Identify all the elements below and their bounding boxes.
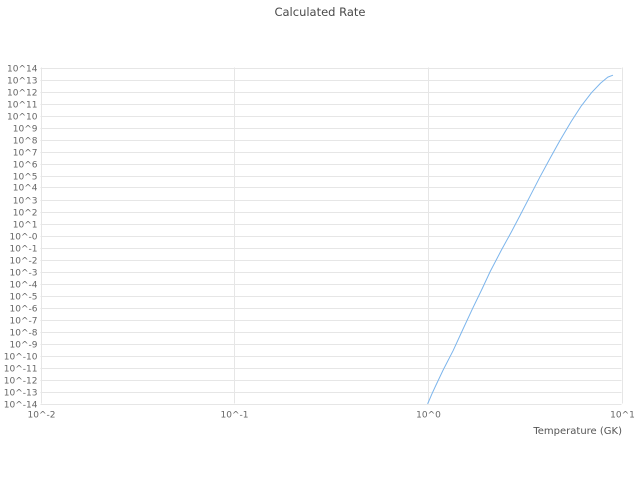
y-tick-label: 10^3 [13,197,38,207]
y-tick-label: 10^4 [13,184,38,194]
y-tick-label: 10^7 [13,149,38,159]
rate-curve [427,74,614,404]
y-tick-label: 10^10 [7,113,38,123]
y-tick-label: 10^-13 [4,389,38,399]
y-tick-label: 10^8 [13,137,38,147]
y-tick-label: 10^-10 [4,353,38,363]
y-tick-label: 10^-3 [10,269,38,279]
y-tick-label: 10^-2 [10,257,38,267]
y-tick-label: 10^-1 [10,245,38,255]
y-tick-label: 10^13 [7,77,37,87]
y-tick-label: 10^-8 [10,329,38,339]
y-tick-label: 10^11 [7,101,37,111]
y-tick-label: 10^12 [7,89,37,99]
x-tick-label: 10^1 [610,411,635,421]
y-tick-label: 10^-7 [10,317,38,327]
chart-title: Calculated Rate [274,5,366,19]
y-tick-label: 10^-9 [10,341,38,351]
y-tick-label: 10^1 [13,221,38,231]
y-tick-label: 10^-11 [4,365,38,375]
y-tick-label: 10^14 [7,65,38,75]
y-tick-label: 10^2 [13,209,38,219]
y-tick-label: 10^-6 [10,305,38,315]
y-tick-label: 10^-4 [10,281,38,291]
y-tick-label: 10^-5 [10,293,38,303]
y-tick-label: 10^9 [13,125,38,135]
x-tick-label: 10^-1 [221,411,249,421]
y-tick-label: 10^5 [13,173,38,183]
y-tick-label: 10^-0 [10,233,38,243]
y-tick-label: 10^6 [13,161,38,171]
x-tick-label: 10^-2 [28,411,56,421]
x-tick-label: 10^0 [416,411,441,421]
y-tick-label: 10^-14 [4,401,38,411]
x-axis-label: Temperature (GK) [533,426,622,437]
y-tick-label: 10^-12 [4,377,38,387]
